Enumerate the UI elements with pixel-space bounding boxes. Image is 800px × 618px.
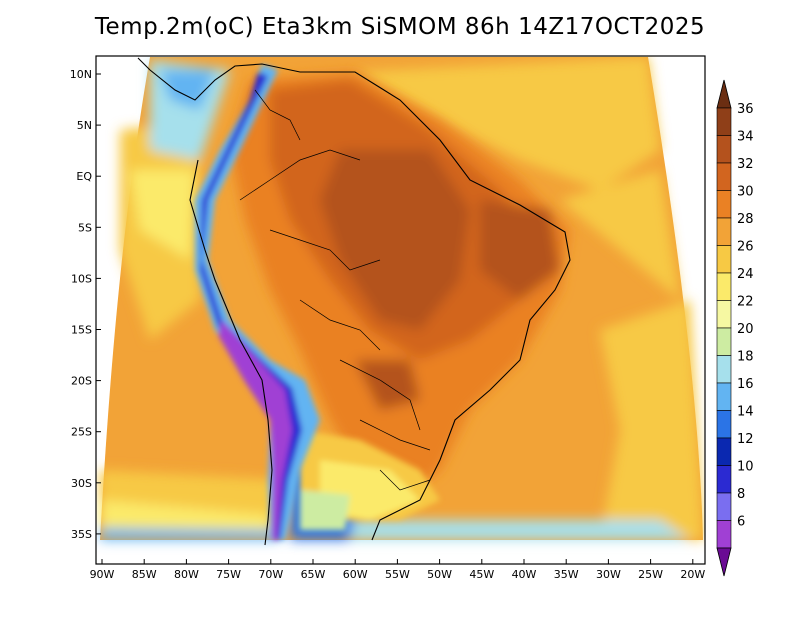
lat-tick-label: 15S [71, 324, 92, 337]
coastline [137, 57, 571, 546]
colorbar: 36 34 32 30 28 26 24 22 20 18 16 14 12 10 8 6 [716, 79, 754, 577]
lon-tick-label: 40W [512, 568, 537, 581]
colorbar-swatch [716, 382, 732, 411]
colorbar-label: 34 [737, 130, 754, 145]
colorbar-label: 8 [737, 487, 745, 502]
colorbar-label: 16 [737, 377, 754, 392]
colorbar-swatch [716, 327, 732, 356]
lon-tick-label: 50W [427, 568, 452, 581]
lon-tick-label: 20W [680, 568, 705, 581]
lon-tick-label: 30W [596, 568, 621, 581]
colorbar-label: 10 [737, 460, 754, 475]
lon-tick-label: 60W [343, 568, 368, 581]
lon-tick-label: 80W [174, 568, 199, 581]
lon-tick-label: 25W [638, 568, 663, 581]
colorbar-swatch [716, 300, 732, 329]
lon-tick-label: 70W [258, 568, 283, 581]
colorbar-min-arrow [716, 547, 732, 577]
lat-tick-label: EQ [76, 170, 92, 183]
colorbar-swatch [716, 410, 732, 439]
map-title: Temp.2m(oC) Eta3km SiSMOM 86h 14Z17OCT20… [94, 14, 706, 40]
lat-tick-label: 5N [77, 119, 92, 132]
colorbar-label: 30 [737, 185, 754, 200]
colorbar-swatch [716, 190, 732, 219]
colorbar-swatch [716, 272, 732, 301]
lon-tick-label: 65W [301, 568, 326, 581]
lat-tick-label: 10N [70, 68, 92, 81]
map-frame [95, 55, 706, 565]
colorbar-label: 22 [737, 295, 754, 310]
colorbar-max-arrow [716, 79, 732, 109]
colorbar-swatch [716, 135, 732, 164]
colorbar-swatch [716, 492, 732, 521]
lat-tick-label: 5S [78, 221, 92, 234]
colorbar-swatch [716, 355, 732, 384]
colorbar-label: 32 [737, 157, 754, 172]
temperature-field [96, 56, 705, 564]
lon-tick-label: 85W [132, 568, 157, 581]
lon-tick-label: 45W [469, 568, 494, 581]
colorbar-label: 14 [737, 405, 754, 420]
lon-tick-label: 90W [90, 568, 115, 581]
colorbar-label: 6 [737, 515, 745, 530]
latitude-axis: 10N 5N EQ 5S 10S 15S 20S 25S 30S 35S [70, 68, 101, 541]
colorbar-swatch [716, 465, 732, 494]
colorbar-swatch [716, 107, 732, 136]
colorbar-swatch [716, 217, 732, 246]
colorbar-label: 18 [737, 350, 754, 365]
country-borders [239, 89, 431, 491]
colorbar-label: 26 [737, 240, 754, 255]
lat-tick-label: 20S [71, 375, 92, 388]
lat-tick-label: 10S [71, 272, 92, 285]
colorbar-label: 28 [737, 212, 754, 227]
lon-tick-label: 55W [385, 568, 410, 581]
colorbar-swatch [716, 437, 732, 466]
longitude-axis: 90W 85W 80W 75W 70W 65W 60W 55W 50W 45W 40W 35W 30W 2… [90, 559, 705, 581]
colorbar-label: 20 [737, 322, 754, 337]
colorbar-swatch [716, 520, 732, 549]
colorbar-swatch [716, 245, 732, 274]
lat-tick-label: 25S [71, 426, 92, 439]
colorbar-label: 12 [737, 432, 754, 447]
lat-tick-label: 35S [71, 528, 92, 541]
colorbar-swatch [716, 162, 732, 191]
lon-tick-label: 35W [554, 568, 579, 581]
lon-tick-label: 75W [216, 568, 241, 581]
colorbar-label: 24 [737, 267, 754, 282]
lat-tick-label: 30S [71, 477, 92, 490]
colorbar-label: 36 [737, 102, 754, 117]
